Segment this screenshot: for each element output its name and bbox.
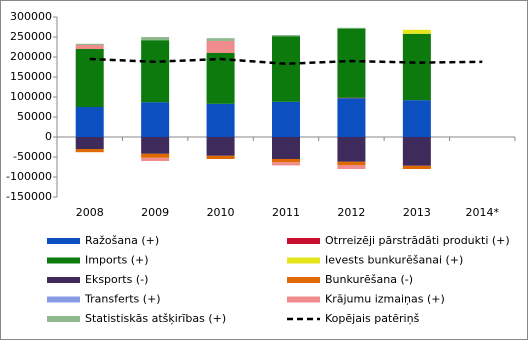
x-tick-label: 2009 [141, 206, 169, 219]
y-tick-label: -150000 [6, 190, 52, 203]
bar [141, 40, 169, 102]
bar [207, 38, 235, 41]
legend-label: Ražošana (+) [85, 234, 159, 247]
bar [337, 29, 365, 98]
bar [337, 165, 365, 169]
legend-swatch [47, 316, 80, 322]
bar [76, 49, 104, 107]
x-tick-label: 2013 [403, 206, 431, 219]
bar [337, 98, 365, 137]
bar [272, 35, 300, 36]
bar [272, 137, 300, 159]
legend-label: Statistiskās atšķirības (+) [85, 312, 226, 325]
legend-swatch [47, 297, 80, 303]
legend-swatch [287, 258, 320, 264]
x-tick-label: 2010 [207, 206, 235, 219]
bar [141, 137, 169, 154]
bar [141, 37, 169, 40]
bar [76, 137, 104, 149]
legend-swatch [287, 238, 320, 244]
bar [337, 137, 365, 162]
legend-label: Bunkurēšana (-) [325, 273, 413, 286]
x-tick-label: 2011 [272, 206, 300, 219]
legend-label: Ievests bunkurēšanai (+) [325, 254, 463, 267]
bar [207, 104, 235, 137]
x-tick-label: 2014* [466, 206, 500, 219]
bar [272, 159, 300, 162]
x-tick-label: 2012 [337, 206, 365, 219]
bar [272, 102, 300, 137]
legend-swatch [287, 277, 320, 283]
bar [207, 41, 235, 53]
bar [76, 149, 104, 152]
y-tick-label: -50000 [13, 150, 52, 163]
bar [403, 137, 431, 166]
y-tick-label: 0 [45, 130, 52, 143]
legend-label: Kopējais patēriņš [325, 312, 420, 325]
bar [403, 166, 431, 169]
y-tick-label: 300000 [10, 10, 52, 23]
bar [272, 36, 300, 102]
legend-label: Transferts (+) [84, 293, 161, 306]
bar [337, 162, 365, 165]
legend-label: Imports (+) [85, 254, 149, 267]
legend-swatch [287, 297, 320, 303]
y-tick-label: 200000 [10, 50, 52, 63]
bar [76, 107, 104, 137]
y-tick-label: -100000 [6, 170, 52, 183]
bar [403, 100, 431, 137]
bar [403, 34, 431, 100]
bar [272, 162, 300, 165]
legend-label: Otrreizēji pārstrādāti produkti (+) [325, 234, 510, 247]
bar [76, 45, 104, 49]
legend-swatch [47, 277, 80, 283]
y-tick-label: 150000 [10, 70, 52, 83]
bar [207, 156, 235, 159]
x-tick-label: 2008 [76, 206, 104, 219]
bar [76, 44, 104, 45]
bar [403, 30, 431, 34]
legend-label: Eksports (-) [85, 273, 148, 286]
y-tick-label: 250000 [10, 30, 52, 43]
bar [141, 102, 169, 137]
bar [141, 158, 169, 161]
bar [207, 137, 235, 156]
bar [337, 28, 365, 29]
legend-swatch [47, 238, 80, 244]
legend-swatch [47, 258, 80, 264]
legend-label: Krājumu izmaiņas (+) [325, 293, 445, 306]
bar [141, 154, 169, 158]
y-tick-label: 50000 [17, 110, 52, 123]
y-tick-label: 100000 [10, 90, 52, 103]
